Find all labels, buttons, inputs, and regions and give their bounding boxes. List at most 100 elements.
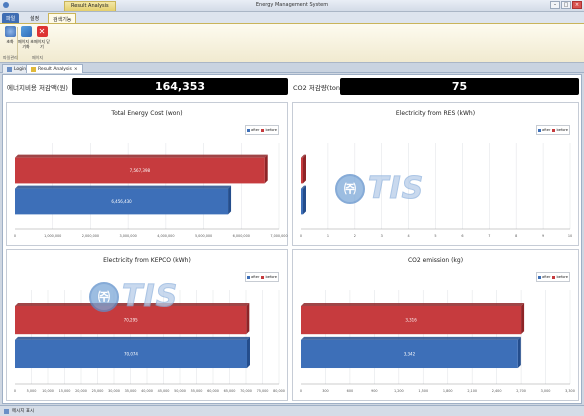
chart-title: Total Energy Cost (won) <box>111 110 183 117</box>
refresh-icon <box>4 26 16 37</box>
bar-after <box>15 336 250 369</box>
x-tick-label: 2,100 <box>467 389 477 393</box>
x-tick-label: 3,300 <box>565 389 575 393</box>
window-title: Energy Management System <box>255 2 329 8</box>
legend-after-label: after <box>541 128 551 132</box>
init-button-label: 초화 <box>6 39 14 44</box>
x-tick-label: 5,000 <box>27 389 37 393</box>
chart-title: CO2 emission (kg) <box>407 257 464 264</box>
energy-cost-summary: 에너지비용 저감액(원) <box>7 77 68 97</box>
page-icon <box>7 66 12 72</box>
chart-title: Electricity from RES (kWh) <box>395 110 476 117</box>
context-tab-label: Result Analysis <box>64 1 116 11</box>
bar-after <box>301 336 521 369</box>
co2-value: 75 <box>340 78 579 95</box>
bar-value-label: 70,295 <box>124 318 138 323</box>
page-reset-button[interactable]: 페이지 초기화 <box>18 26 34 49</box>
minimize-button[interactable]: – <box>550 1 560 9</box>
result-analysis-page: 에너지비용 저감액(원) 164,353 CO2 저감량(ton) 75 Tot… <box>2 74 582 404</box>
bar-value-label: 7,567,398 <box>130 168 151 173</box>
tab-search[interactable]: 검색기능 <box>48 13 77 23</box>
group-label-file: 파일관리 <box>3 55 18 60</box>
doc-tab-result-label: Result Analysis <box>38 66 72 72</box>
chart-panel: Electricity from RES (kWh) after before 0 1 2… <box>292 102 579 246</box>
bar-before <box>301 302 525 335</box>
chart-panel: CO2 emission (kg) after before 0 300 600 900 1,… <box>292 249 579 401</box>
x-tick-label: 10 <box>568 234 572 238</box>
energy-cost-value: 164,353 <box>72 78 288 95</box>
page-close-label: 페이지 닫기 <box>34 39 50 49</box>
x-tick-label: 40,000 <box>141 389 153 393</box>
legend-before: before <box>261 128 277 132</box>
bar-after <box>15 185 232 215</box>
legend-after: after <box>246 275 260 279</box>
x-tick-label: 45,000 <box>158 389 170 393</box>
x-tick-label: 0 <box>300 234 302 238</box>
x-tick-label: 1,200 <box>394 389 404 393</box>
x-tick-label: 60,000 <box>207 389 219 393</box>
x-tick-label: 600 <box>347 389 353 393</box>
x-tick-label: 2 <box>354 234 356 238</box>
x-tick-label: 0 <box>14 389 16 393</box>
x-tick-label: 10,000 <box>42 389 54 393</box>
x-tick-label: 1 <box>327 234 329 238</box>
x-tick-label: 4 <box>408 234 410 238</box>
x-tick-label: 7,000,000 <box>270 234 287 238</box>
document-tabs: Login Result Analysis × <box>0 63 584 73</box>
tab-close-icon[interactable]: × <box>73 66 78 72</box>
co2-label: CO2 저감량(ton) <box>293 84 343 92</box>
ribbon: 초화 페이지 초기화 ✕ 페이지 닫기 파일관리 페이지 <box>0 23 584 63</box>
x-tick-label: 6 <box>461 234 463 238</box>
status-icon <box>4 408 9 414</box>
x-tick-label: 6,000,000 <box>233 234 250 238</box>
legend-after-label: after <box>541 275 551 279</box>
bar-value-label: 3,316 <box>405 318 417 323</box>
legend-before-label: before <box>265 275 278 279</box>
x-tick-label: 9 <box>542 234 544 238</box>
legend-before: before <box>552 275 568 279</box>
legend-before: before <box>261 275 277 279</box>
x-tick-label: 30,000 <box>108 389 120 393</box>
legend-after: after <box>537 128 551 132</box>
x-tick-label: 2,000,000 <box>82 234 99 238</box>
x-tick-label: 20,000 <box>75 389 87 393</box>
x-tick-label: 15,000 <box>59 389 71 393</box>
bar-before <box>15 302 250 335</box>
x-tick-label: 2,400 <box>492 389 502 393</box>
chart-svg: 0 1 2 3 4 5 6 7 8 9 10 <box>300 143 572 238</box>
x-tick-label: 300 <box>322 389 328 393</box>
tab-settings[interactable]: 설정 <box>30 16 40 22</box>
chart-legend: after before <box>245 272 279 282</box>
maximize-button[interactable]: □ <box>561 1 571 9</box>
x-tick-label: 70,000 <box>240 389 252 393</box>
x-tick-label: 7 <box>488 234 490 238</box>
x-tick-label: 0 <box>300 389 302 393</box>
legend-before-label: before <box>556 275 569 279</box>
page-close-button[interactable]: ✕ 페이지 닫기 <box>34 26 50 49</box>
legend-after-label: after <box>250 275 260 279</box>
tab-file[interactable]: 파일 <box>2 13 20 23</box>
chart-title: Electricity from KEPCO (kWh) <box>103 257 191 264</box>
chart-panel: Electricity from KEPCO (kWh) after before 0… <box>6 249 288 401</box>
x-tick-label: 1,800 <box>443 389 453 393</box>
bar-before <box>301 154 306 184</box>
reset-icon <box>20 26 32 37</box>
close-page-icon: ✕ <box>36 26 48 37</box>
app-icon[interactable] <box>3 2 9 8</box>
chart-legend: after before <box>536 125 570 135</box>
x-tick-label: 50,000 <box>174 389 186 393</box>
init-button[interactable]: 초화 <box>2 26 18 44</box>
energy-cost-label: 에너지비용 저감액(원) <box>7 84 68 92</box>
legend-after: after <box>537 275 551 279</box>
chart-panel: Total Energy Cost (won) after before 0 1,000… <box>6 102 288 246</box>
ribbon-tab-row: 파일 설정 검색기능 <box>0 12 584 23</box>
status-text: 메시지 표시 <box>12 409 35 414</box>
x-tick-label: 3,000 <box>541 389 551 393</box>
legend-before-label: before <box>265 128 278 132</box>
window-controls: – □ × <box>550 1 582 9</box>
doc-tab-result-analysis[interactable]: Result Analysis × <box>26 64 83 73</box>
chart-legend: after before <box>536 272 570 282</box>
chart-svg: 0 1,000,000 2,000,000 3,000,000 4,000,000 5,0… <box>14 143 288 238</box>
legend-before-label: before <box>556 128 569 132</box>
close-button[interactable]: × <box>572 1 582 9</box>
